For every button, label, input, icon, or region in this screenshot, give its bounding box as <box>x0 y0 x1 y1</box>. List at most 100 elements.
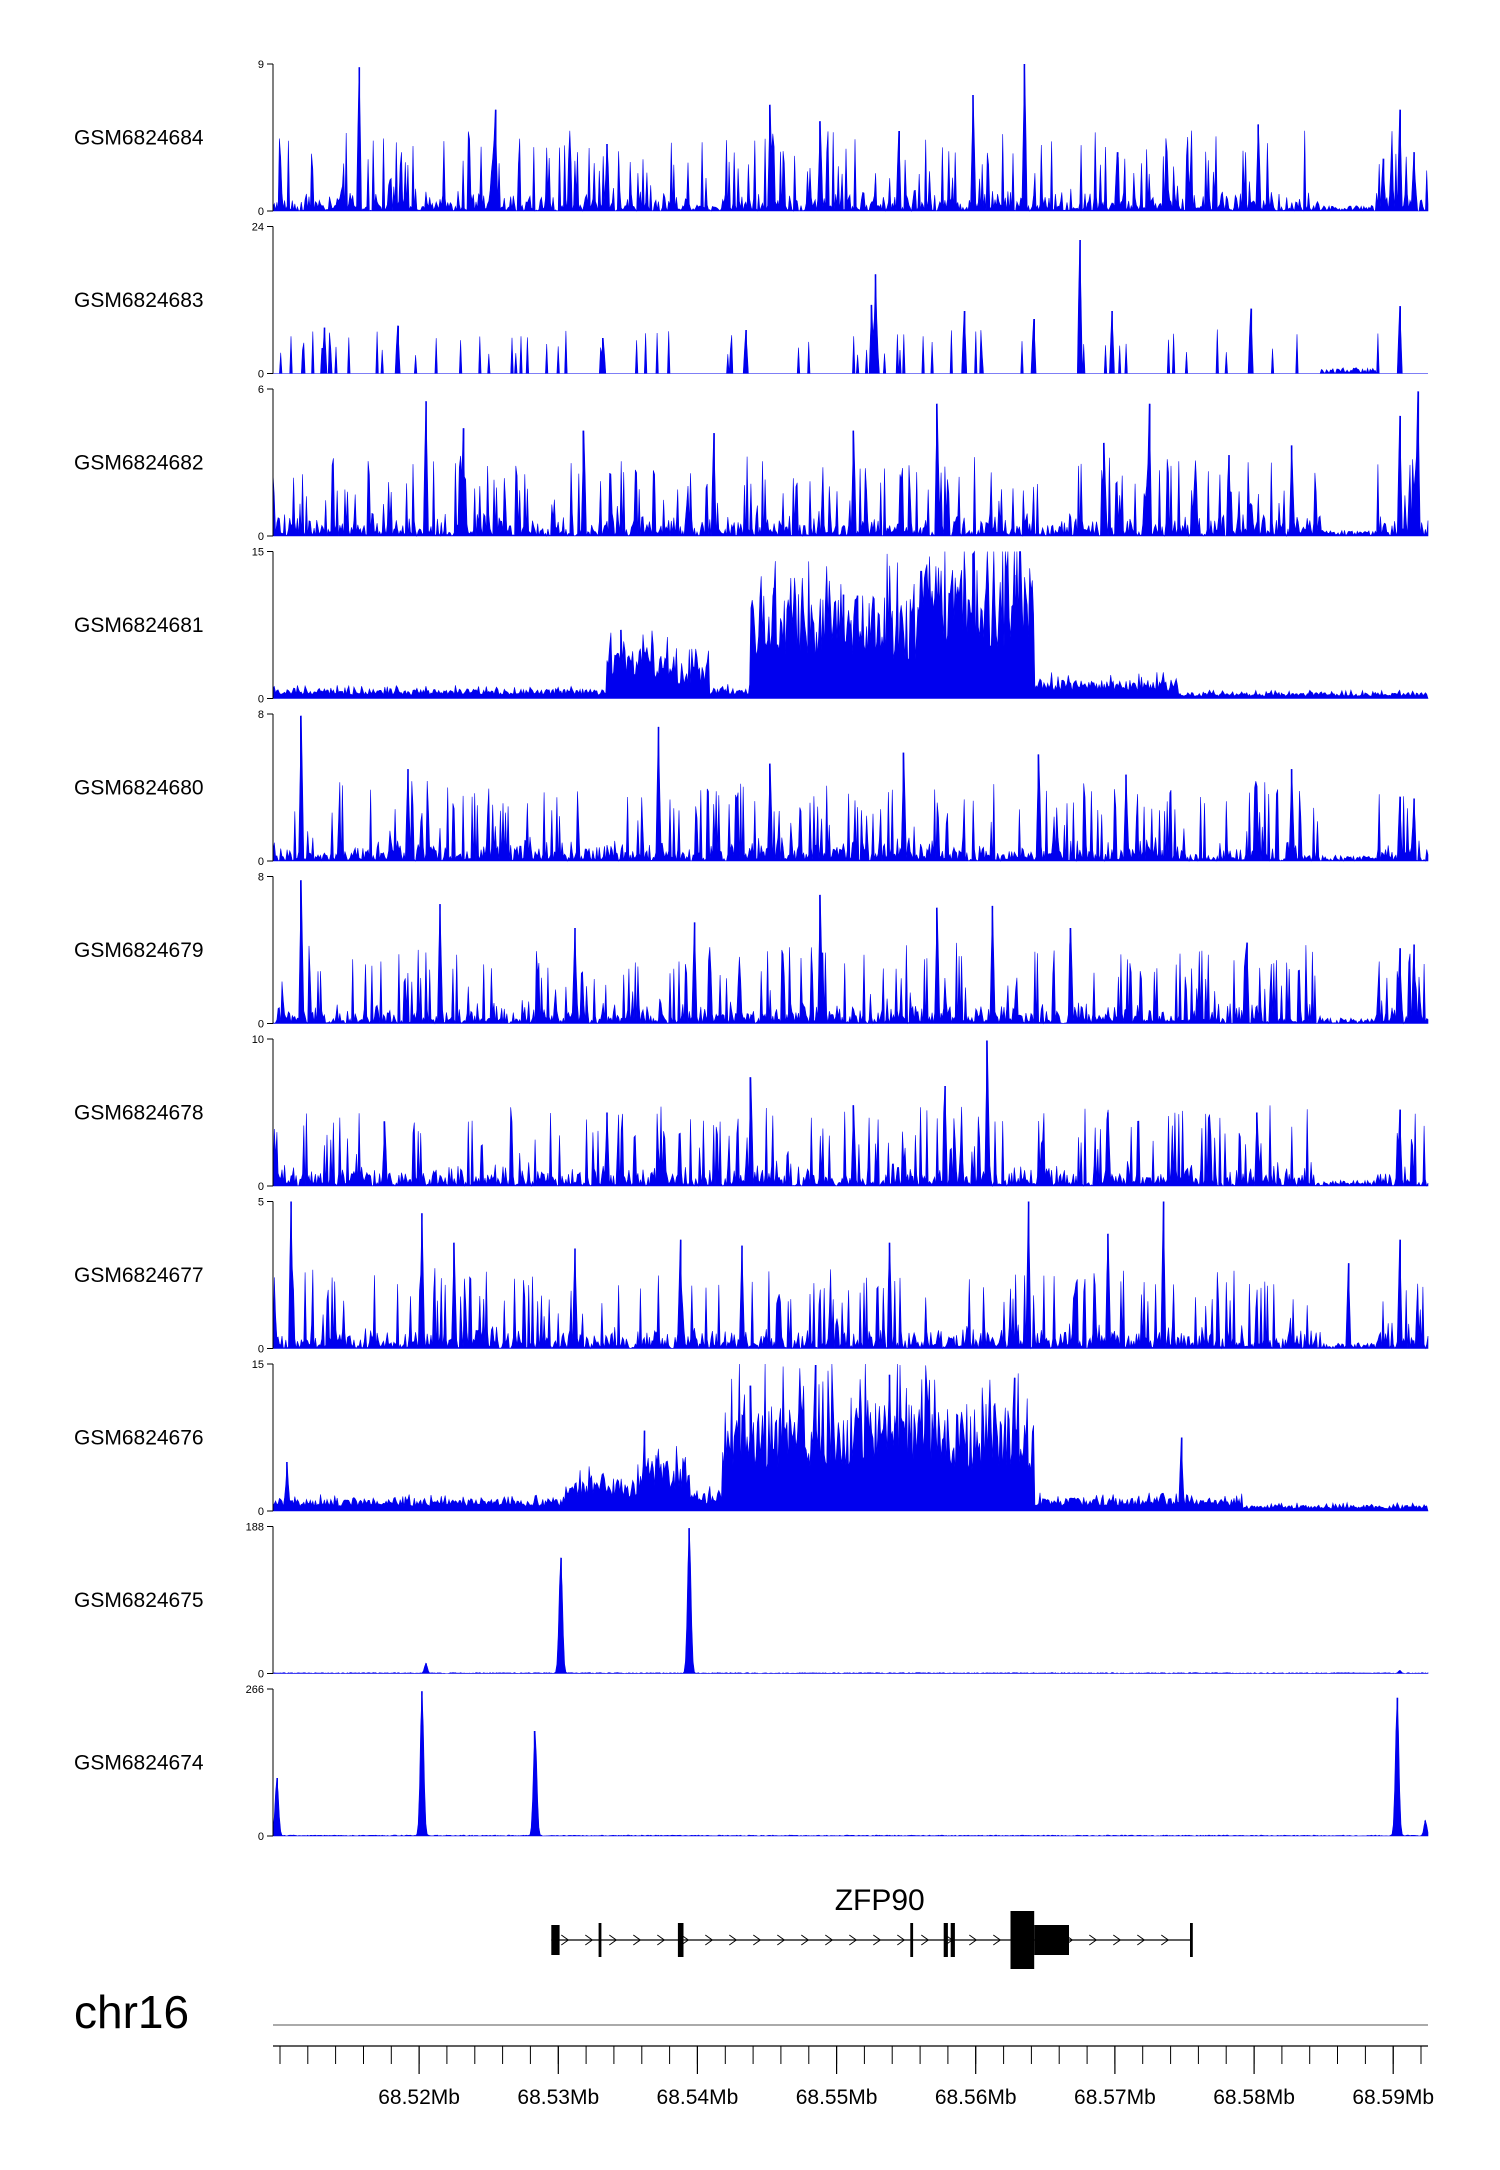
gene-exon <box>950 1923 955 1957</box>
track-gsm6824682: 6 0 GSM6824682 <box>74 384 1429 543</box>
genome-axis-track: chr16 68.52Mb 68.53Mb 68.54Mb 68.55Mb 68.56Mb… <box>74 1986 1434 2109</box>
track-label: GSM6824680 <box>74 777 204 800</box>
genome-axis-tick-label: 68.54Mb <box>657 2086 739 2109</box>
genome-axis-tick-label: 68.55Mb <box>796 2086 878 2109</box>
genome-axis-tick-label: 68.57Mb <box>1074 2086 1156 2109</box>
y-axis-max-label: 6 <box>258 384 264 396</box>
track-gsm6824680: 8 0 GSM6824680 <box>74 709 1429 868</box>
track-label: GSM6824674 <box>74 1752 204 1775</box>
y-axis-max-label: 15 <box>252 547 264 559</box>
track-gsm6824677: 5 0 GSM6824677 <box>74 1197 1429 1356</box>
coverage-area-gsm6824684 <box>272 63 1429 213</box>
y-axis-max-label: 5 <box>258 1197 264 1209</box>
strand-arrow <box>825 1934 834 1946</box>
track-gsm6824684: 9 0 GSM6824684 <box>74 59 1429 218</box>
coverage-area-gsm6824680 <box>272 715 1429 863</box>
chromosome-label: chr16 <box>74 1986 189 2038</box>
coverage-area-gsm6824676 <box>272 1363 1429 1512</box>
strand-arrow <box>657 1934 666 1946</box>
coverage-area-gsm6824679 <box>272 880 1429 1025</box>
strand-arrow <box>777 1934 786 1946</box>
track-gsm6824675: 188 0 GSM6824675 <box>74 1522 1429 1681</box>
strand-arrow <box>609 1934 618 1946</box>
y-axis-max-label: 10 <box>252 1034 264 1046</box>
y-axis-min-label: 0 <box>258 1344 264 1356</box>
coverage-tracks: 9 0 GSM6824684 24 0 GSM6824683 6 0 GSM6824682 15 0… <box>74 59 1429 1843</box>
strand-arrow <box>969 1934 978 1946</box>
y-axis-max-label: 9 <box>258 59 264 71</box>
gene-exon <box>1010 1911 1035 1969</box>
y-axis-min-label: 0 <box>258 206 264 218</box>
y-axis-max-label: 15 <box>252 1359 264 1371</box>
coverage-area-gsm6824678 <box>272 1040 1429 1188</box>
strand-arrow <box>897 1934 906 1946</box>
y-axis-max-label: 24 <box>252 222 264 234</box>
strand-arrow <box>585 1934 594 1946</box>
track-label: GSM6824682 <box>74 452 204 475</box>
y-axis-max-label: 8 <box>258 709 264 721</box>
y-axis-max-label: 8 <box>258 872 264 884</box>
y-axis-min-label: 0 <box>258 856 264 868</box>
y-axis-max-label: 266 <box>246 1684 264 1696</box>
track-label: GSM6824683 <box>74 289 204 312</box>
strand-arrow <box>729 1934 738 1946</box>
gene-exon <box>551 1925 560 1955</box>
track-label: GSM6824681 <box>74 614 204 637</box>
strand-arrow <box>633 1934 642 1946</box>
strand-arrow <box>849 1934 858 1946</box>
y-axis-min-label: 0 <box>258 369 264 381</box>
genome-axis-tick-label: 68.56Mb <box>935 2086 1017 2109</box>
track-label: GSM6824675 <box>74 1589 204 1612</box>
track-label: GSM6824684 <box>74 127 204 150</box>
strand-arrow <box>705 1934 714 1946</box>
y-axis-min-label: 0 <box>258 1181 264 1193</box>
track-label: GSM6824677 <box>74 1264 204 1287</box>
track-label: GSM6824676 <box>74 1427 204 1450</box>
strand-arrow <box>753 1934 762 1946</box>
y-axis-max-label: 188 <box>246 1522 264 1534</box>
coverage-area-gsm6824683 <box>273 239 1428 375</box>
track-label: GSM6824679 <box>74 939 204 962</box>
strand-arrow <box>873 1934 882 1946</box>
gene-exon <box>1034 1925 1069 1955</box>
gene-exon <box>677 1923 684 1957</box>
genome-axis-tick-label: 68.59Mb <box>1352 2086 1434 2109</box>
strand-arrow <box>801 1934 810 1946</box>
strand-arrow <box>561 1934 570 1946</box>
coverage-area-gsm6824674 <box>272 1691 1429 1837</box>
strand-arrow <box>993 1934 1002 1946</box>
y-axis-min-label: 0 <box>258 694 264 706</box>
gene-exon <box>1190 1923 1193 1957</box>
genome-axis-tick-label: 68.58Mb <box>1213 2086 1295 2109</box>
gene-exon <box>943 1923 948 1957</box>
track-label: GSM6824678 <box>74 1102 204 1125</box>
gene-exon <box>910 1923 914 1957</box>
strand-arrow <box>1089 1934 1098 1946</box>
gene-annotation-track: ZFP90 <box>551 1884 1193 1969</box>
y-axis-min-label: 0 <box>258 1506 264 1518</box>
strand-arrow <box>921 1934 930 1946</box>
track-gsm6824681: 15 0 GSM6824681 <box>74 547 1429 706</box>
coverage-area-gsm6824675 <box>272 1528 1429 1674</box>
genome-axis-tick-label: 68.52Mb <box>378 2086 460 2109</box>
y-axis-min-label: 0 <box>258 531 264 543</box>
gene-exon <box>598 1923 602 1957</box>
strand-arrow <box>681 1934 690 1946</box>
strand-arrow <box>1161 1934 1170 1946</box>
track-gsm6824678: 10 0 GSM6824678 <box>74 1034 1429 1193</box>
coverage-area-gsm6824677 <box>272 1201 1429 1350</box>
coverage-area-gsm6824682 <box>272 391 1429 538</box>
y-axis-min-label: 0 <box>258 1831 264 1843</box>
y-axis-min-label: 0 <box>258 1669 264 1681</box>
track-gsm6824676: 15 0 GSM6824676 <box>74 1359 1429 1518</box>
track-gsm6824679: 8 0 GSM6824679 <box>74 872 1429 1031</box>
track-gsm6824683: 24 0 GSM6824683 <box>74 222 1428 381</box>
coverage-area-gsm6824681 <box>272 550 1429 699</box>
y-axis-min-label: 0 <box>258 1019 264 1031</box>
gene-name-label: ZFP90 <box>835 1884 925 1917</box>
strand-arrow <box>1113 1934 1122 1946</box>
genome-axis-tick-label: 68.53Mb <box>517 2086 599 2109</box>
strand-arrow <box>1137 1934 1146 1946</box>
